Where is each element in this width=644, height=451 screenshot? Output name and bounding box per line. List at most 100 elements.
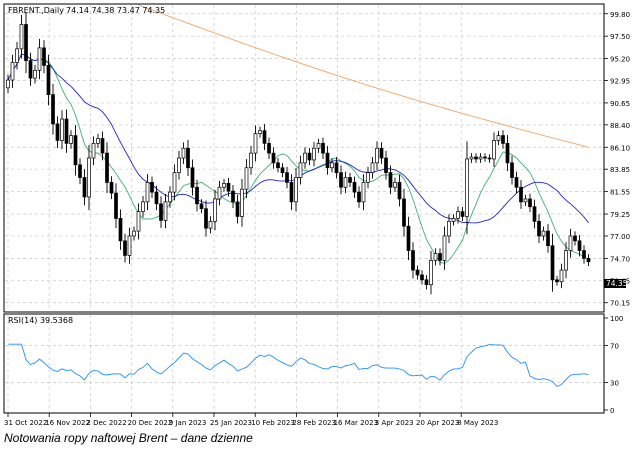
candle-up <box>393 182 397 188</box>
candle-up <box>294 177 298 203</box>
candle-down <box>582 250 586 259</box>
candle-up <box>258 130 262 134</box>
candle-up <box>456 211 460 219</box>
candle-up <box>492 140 496 160</box>
x-tick-label: 28 Feb 2023 <box>292 419 336 427</box>
y-tick-label: 92.95 <box>610 78 630 86</box>
candle-up <box>217 186 222 200</box>
candle-down <box>78 164 82 178</box>
candle-down <box>235 201 240 217</box>
x-tick-label: 9 Jan 2023 <box>169 419 207 427</box>
candle-down <box>186 147 190 169</box>
candle-down <box>64 118 69 144</box>
candle-up <box>370 162 375 173</box>
candle-down <box>487 157 492 160</box>
rsi-tick-label: 70 <box>610 343 619 351</box>
x-tick-label: 10 Feb 2023 <box>251 419 295 427</box>
candle-down <box>537 220 541 237</box>
candle-up <box>69 135 73 144</box>
candle-up <box>213 198 217 222</box>
candle-up <box>91 143 96 159</box>
candle-down <box>334 162 339 173</box>
rsi-axis: 100 70 30 0 <box>604 315 623 415</box>
candle-down <box>199 203 204 210</box>
price-axis: 99.80 97.50 95.20 92.95 90.65 88.40 86.10 83.85… <box>604 11 630 308</box>
candle-up <box>19 24 24 50</box>
candle-down <box>285 172 289 183</box>
y-tick-label: 79.25 <box>610 211 630 219</box>
candle-up <box>163 201 168 221</box>
x-tick-label: 25 Jan 2023 <box>210 419 252 427</box>
candle-up <box>240 188 244 217</box>
candle-up <box>244 167 249 190</box>
candle-down <box>577 240 582 251</box>
candle-down <box>514 177 519 188</box>
candle-down <box>415 269 420 276</box>
candle-up <box>469 156 474 160</box>
candle-down <box>550 245 555 281</box>
candle-down <box>55 123 60 141</box>
candle-down <box>118 218 123 242</box>
candle-up <box>366 172 370 183</box>
ma-fast-line <box>7 53 589 264</box>
candle-down <box>82 177 87 198</box>
candle-down <box>100 138 105 154</box>
candle-down <box>555 279 559 283</box>
candle-up <box>10 62 15 81</box>
y-tick-label: 74.70 <box>610 255 630 263</box>
candle-up <box>568 235 573 251</box>
candle-down <box>42 47 46 66</box>
chart-caption: Notowania ropy naftowej Brent – dane dzi… <box>4 431 253 445</box>
candle-down <box>28 60 33 79</box>
ma-mid-line <box>7 53 589 224</box>
x-tick-label: 16 Mar 2023 <box>334 419 378 427</box>
y-tick-label: 86.10 <box>610 144 630 152</box>
candle-up <box>312 147 316 161</box>
candle-down <box>384 157 388 173</box>
candle-down <box>190 167 195 188</box>
candle-down <box>397 182 402 200</box>
candle-down <box>379 147 384 159</box>
candle-down <box>411 250 415 271</box>
x-tick-label: 3 Apr 2023 <box>375 419 414 427</box>
y-tick-label: 88.40 <box>610 122 630 130</box>
candle-down <box>501 135 505 144</box>
candle-up <box>253 133 258 154</box>
candle-down <box>105 152 109 183</box>
rsi-label: RSI(14) 39.5368 <box>8 316 73 325</box>
candle-up <box>172 172 177 193</box>
candle-down <box>226 182 231 192</box>
candle-up <box>132 230 136 237</box>
rsi-panel <box>3 313 605 414</box>
x-tick-label: 8 May 2023 <box>457 419 498 427</box>
candle-up <box>523 198 528 203</box>
candle-up <box>298 162 303 178</box>
candle-down <box>195 186 199 205</box>
x-tick-label: 31 Oct 2022 <box>4 419 47 427</box>
candle-down <box>339 172 343 188</box>
y-tick-label: 97.50 <box>610 33 630 41</box>
candle-down <box>483 156 487 159</box>
candle-down <box>424 279 429 286</box>
candle-up <box>127 235 132 256</box>
candle-down <box>573 235 577 242</box>
candle-down <box>109 182 114 194</box>
y-tick-label: 90.65 <box>610 100 630 108</box>
candle-down <box>307 152 312 161</box>
candle-down <box>460 211 465 217</box>
rsi-tick-label: 30 <box>610 379 619 387</box>
candle-up <box>564 250 568 271</box>
candle-down <box>154 191 159 205</box>
last-price-tag <box>604 279 626 288</box>
candle-down <box>388 172 393 188</box>
candle-up <box>478 156 483 160</box>
y-tick-label: 81.55 <box>610 189 630 197</box>
candle-up <box>559 269 564 283</box>
candle-down <box>406 225 411 251</box>
candle-down <box>321 143 325 154</box>
candle-down <box>267 143 271 154</box>
candle-up <box>442 235 447 261</box>
chart-ohlc: 74.14 74.38 73.47 74.35 <box>66 6 165 15</box>
